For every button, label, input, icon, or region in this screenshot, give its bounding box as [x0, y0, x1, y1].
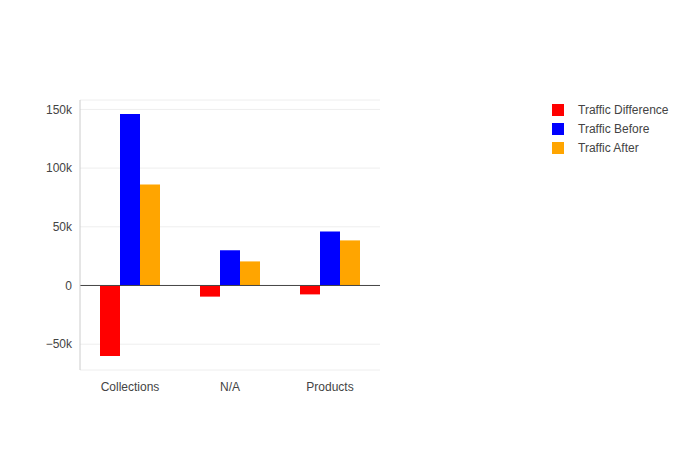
svg-text:Products: Products	[306, 380, 353, 394]
svg-text:100k: 100k	[46, 161, 73, 175]
svg-text:0: 0	[65, 279, 72, 293]
svg-text:−50k: −50k	[46, 337, 73, 351]
svg-text:150k: 150k	[46, 103, 73, 117]
html-text:Traffic Before: Traffic Before	[578, 121, 650, 136]
svg-text:50k: 50k	[53, 220, 73, 234]
svg-text:Collections: Collections	[101, 380, 160, 394]
html-text:Traffic After: Traffic After	[578, 140, 639, 155]
html-text:Traffic Difference: Traffic Difference	[578, 102, 669, 117]
svg-text:N/A: N/A	[220, 380, 240, 394]
